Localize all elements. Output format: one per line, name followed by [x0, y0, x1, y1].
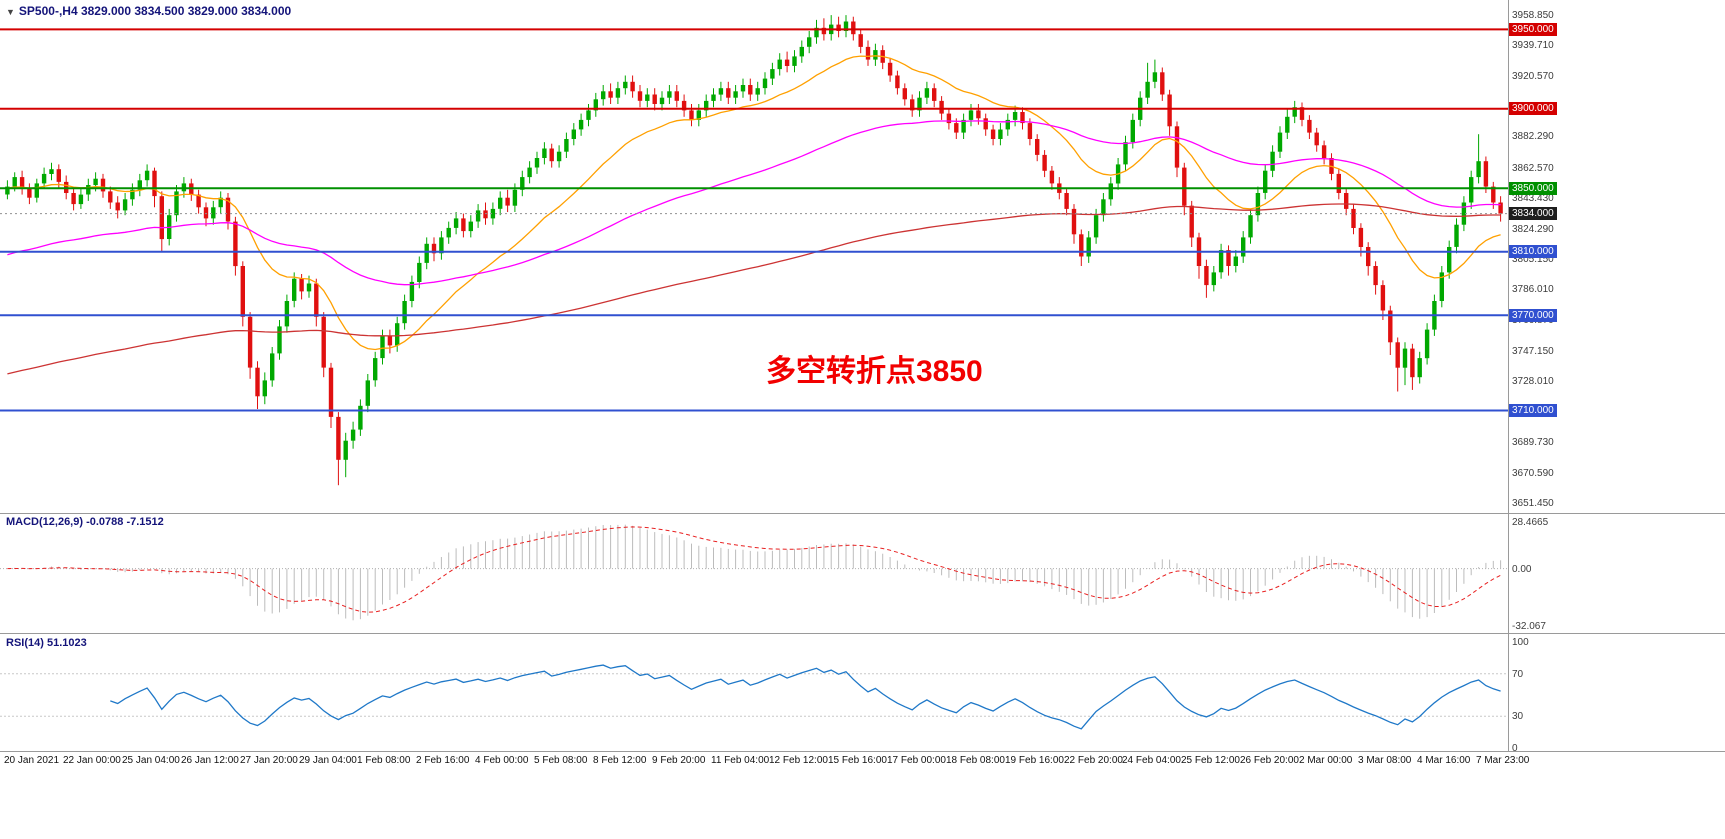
- rsi-axis-label: 30: [1512, 711, 1524, 723]
- panel-separator: [0, 751, 1725, 752]
- price-level-label: 3810.000: [1509, 245, 1557, 259]
- rsi-line: [110, 664, 1501, 730]
- symbol-dropdown-icon[interactable]: ▼: [6, 7, 15, 17]
- rsi-axis-label: 0: [1512, 743, 1518, 754]
- price-level-label: 3850.000: [1509, 181, 1557, 195]
- price-tick-label: 3689.730: [1512, 437, 1554, 449]
- current-price-label: 3834.000: [1509, 207, 1557, 221]
- price-tick-label: 3747.150: [1512, 346, 1554, 358]
- time-axis-label: 3 Mar 08:00: [1358, 755, 1412, 766]
- price-level-label: 3950.000: [1509, 22, 1557, 36]
- time-axis-label: 22 Jan 00:00: [63, 755, 121, 766]
- price-tick-label: 3920.570: [1512, 70, 1554, 82]
- macd-axis-zero-label: 0.00: [1512, 563, 1532, 575]
- moving-averages-layer: [7, 55, 1501, 375]
- time-axis-label: 7 Mar 23:00: [1476, 755, 1530, 766]
- price-tick-label: 3805.150: [1512, 253, 1554, 265]
- time-axis-label: 22 Feb 20:00: [1064, 755, 1123, 766]
- time-axis-label: 19 Feb 16:00: [1005, 755, 1064, 766]
- time-axis-label: 4 Mar 16:00: [1417, 755, 1471, 766]
- price-level-label: 3900.000: [1509, 102, 1557, 116]
- chart-header: ▼ SP500-,H4 3829.000 3834.500 3829.000 38…: [6, 4, 291, 18]
- price-level-label: 3710.000: [1509, 404, 1557, 418]
- macd-histogram: [14, 524, 1502, 621]
- rsi-axis-label: 70: [1512, 668, 1524, 680]
- time-axis-label: 26 Feb 20:00: [1240, 755, 1299, 766]
- price-tick-label: 3786.010: [1512, 284, 1554, 296]
- price-tick-label: 3862.570: [1512, 162, 1554, 174]
- time-axis-label: 8 Feb 12:00: [593, 755, 647, 766]
- price-tick-label: 3728.010: [1512, 376, 1554, 388]
- macd-axis-min-label: -32.067: [1512, 621, 1546, 632]
- time-axis-label: 25 Jan 04:00: [122, 755, 180, 766]
- rsi-panel[interactable]: [0, 634, 1508, 751]
- price-tick-label: 3651.450: [1512, 498, 1554, 510]
- price-levels-layer: [0, 28, 1508, 412]
- panel-separator[interactable]: [0, 633, 1725, 634]
- macd-signal-line: [7, 526, 1501, 613]
- fast-ma-line: [7, 55, 1501, 351]
- time-axis-label: 2 Feb 16:00: [416, 755, 470, 766]
- price-tick-label: 3939.710: [1512, 40, 1554, 52]
- time-axis-label: 1 Feb 08:00: [357, 755, 411, 766]
- rsi-indicator-label: RSI(14) 51.1023: [6, 637, 87, 649]
- time-axis-label: 24 Feb 04:00: [1122, 755, 1181, 766]
- medium-ma-line: [7, 120, 1501, 286]
- panel-separator[interactable]: [0, 513, 1725, 514]
- price-tick-label: 3958.850: [1512, 9, 1554, 21]
- time-axis-label: 17 Feb 00:00: [887, 755, 946, 766]
- time-axis-label: 4 Feb 00:00: [475, 755, 529, 766]
- time-axis-label: 18 Feb 08:00: [946, 755, 1005, 766]
- time-axis-label: 5 Feb 08:00: [534, 755, 588, 766]
- price-tick-label: 3882.290: [1512, 131, 1554, 143]
- macd-indicator-label: MACD(12,26,9) -0.0788 -7.1512: [6, 516, 164, 528]
- time-axis-label: 29 Jan 04:00: [299, 755, 357, 766]
- time-axis-label: 27 Jan 20:00: [240, 755, 298, 766]
- main-price-chart[interactable]: [0, 0, 1508, 513]
- slow-ma-line: [7, 203, 1501, 375]
- price-tick-label: 3824.290: [1512, 223, 1554, 235]
- rsi-axis-label: 100: [1512, 637, 1529, 648]
- price-tick-label: 3843.430: [1512, 193, 1554, 205]
- macd-panel[interactable]: [0, 514, 1508, 632]
- annotation-text[interactable]: 多空转折点3850: [766, 355, 983, 388]
- time-axis-label: 25 Feb 12:00: [1181, 755, 1240, 766]
- symbol-ohlc-text: SP500-,H4 3829.000 3834.500 3829.000 383…: [18, 4, 292, 18]
- time-axis-label: 11 Feb 04:00: [711, 755, 770, 766]
- price-tick-label: 3670.590: [1512, 467, 1554, 479]
- time-axis-label: 15 Feb 16:00: [828, 755, 887, 766]
- time-axis-label: 20 Jan 2021: [4, 755, 60, 766]
- time-axis-label: 26 Jan 12:00: [181, 755, 239, 766]
- time-axis-label: 9 Feb 20:00: [652, 755, 706, 766]
- price-level-label: 3770.000: [1509, 308, 1557, 322]
- time-axis-label: 2 Mar 00:00: [1299, 755, 1353, 766]
- price-axis-separator[interactable]: [1508, 0, 1509, 751]
- macd-axis-max-label: 28.4665: [1512, 517, 1549, 528]
- time-axis-label: 12 Feb 12:00: [769, 755, 828, 766]
